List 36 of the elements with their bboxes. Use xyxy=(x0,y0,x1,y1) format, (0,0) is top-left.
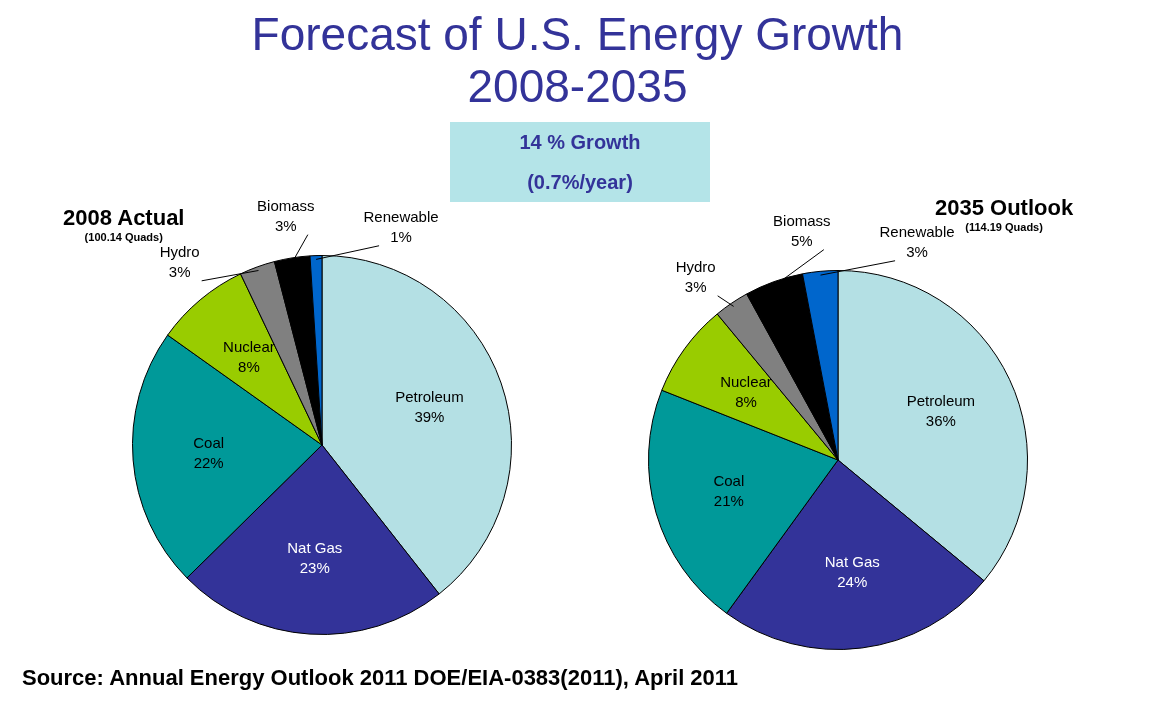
slice-label: Coal xyxy=(193,434,225,452)
data-label: 1% xyxy=(390,227,412,245)
data-label: 23% xyxy=(299,558,330,576)
data-label: 3% xyxy=(274,216,297,234)
data-label: 24% xyxy=(837,572,868,590)
chart-title: 2008 Actual xyxy=(63,205,185,231)
data-label: 8% xyxy=(238,358,260,376)
text: Forecast of U.S. Energy Growth 2008-2035 xyxy=(250,8,905,112)
slice-label: Petroleum xyxy=(906,391,976,409)
slice-label: Renewable xyxy=(879,222,955,240)
data-label: 21% xyxy=(713,491,744,509)
data-label: 22% xyxy=(193,454,224,472)
data-label: 3% xyxy=(906,242,928,260)
data-label: 36% xyxy=(925,411,956,429)
slice-label: Biomass xyxy=(773,211,831,229)
slice-label: Hydro xyxy=(675,257,716,275)
slice-label: Biomass xyxy=(257,196,315,214)
data-label: 39% xyxy=(414,407,445,425)
data-label: 3% xyxy=(168,262,191,280)
slice-label: Nuclear xyxy=(720,373,772,391)
chart-title: 2035 Outlook xyxy=(935,195,1074,221)
data-label: 3% xyxy=(684,277,707,295)
source-note: Source: Annual Energy Outlook 2011 DOE/EIA-0383(2011), April 2011 xyxy=(22,665,739,691)
slice-label: Nat Gas xyxy=(824,552,880,570)
text: (0.7%/year) xyxy=(526,170,634,195)
slice-label: Nat Gas xyxy=(287,538,343,556)
text: (100.14 Quads) xyxy=(83,231,164,243)
data-label: 8% xyxy=(735,393,757,411)
slice-label: Nuclear xyxy=(223,338,275,356)
data-label: 5% xyxy=(790,231,813,249)
slice-label: Coal xyxy=(713,471,745,489)
text: 14 % Growth xyxy=(518,130,642,155)
slice-label: Hydro xyxy=(159,242,200,260)
slice-label: Petroleum xyxy=(395,387,464,405)
text: (114.19 Quads) xyxy=(965,221,1043,233)
slice-label: Renewable xyxy=(363,207,439,225)
